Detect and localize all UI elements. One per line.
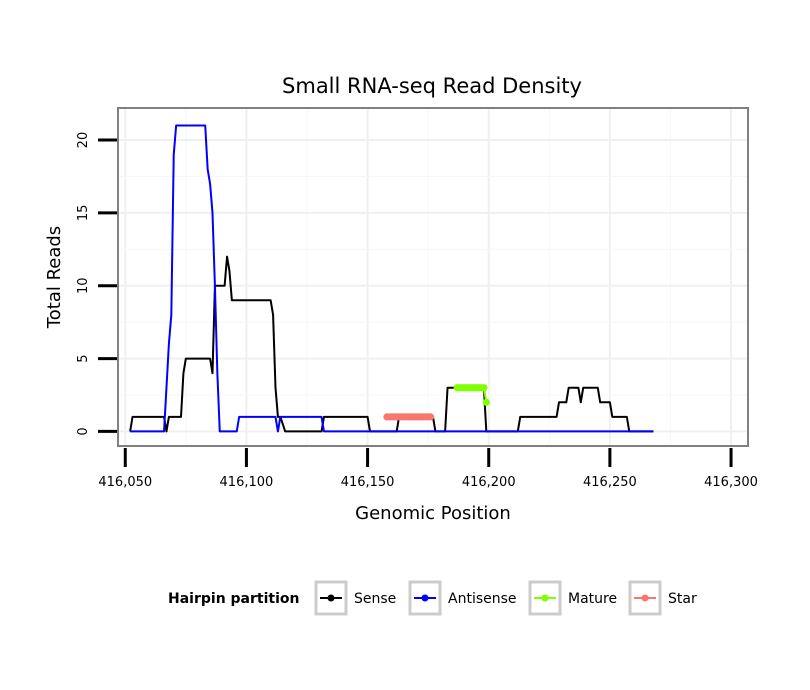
star-point bbox=[426, 413, 435, 421]
x-axis: 416,050 416,100 416,150 416,200 416,250 416,3… bbox=[98, 448, 758, 490]
legend-label-mature: Mature bbox=[568, 591, 617, 607]
mature-point bbox=[480, 384, 488, 392]
x-tick-label: 416,200 bbox=[462, 475, 516, 490]
x-tick-label: 416,250 bbox=[583, 475, 637, 490]
mature-point bbox=[482, 398, 490, 406]
x-tick-label: 416,050 bbox=[98, 475, 152, 490]
chart-title: Small RNA-seq Read Density bbox=[282, 74, 582, 98]
y-tick-label: 5 bbox=[76, 354, 91, 362]
legend-key-point bbox=[541, 594, 549, 602]
series-layer bbox=[129, 124, 654, 433]
y-tick-label: 10 bbox=[76, 277, 91, 294]
plot-background bbox=[118, 108, 748, 446]
x-tick-label: 416,300 bbox=[704, 475, 758, 490]
legend-key-point bbox=[327, 594, 335, 602]
legend-label-antisense: Antisense bbox=[448, 591, 517, 607]
antisense-line bbox=[130, 124, 654, 433]
x-tick-label: 416,150 bbox=[341, 475, 395, 490]
legend-key-point bbox=[641, 594, 649, 602]
legend: Hairpin partition Sense Antisense Mature St… bbox=[168, 580, 697, 616]
legend-title: Hairpin partition bbox=[168, 591, 299, 607]
y-tick-label: 20 bbox=[76, 132, 91, 149]
plot-border bbox=[117, 107, 749, 447]
y-tick-label: 0 bbox=[76, 427, 91, 435]
legend-key-point bbox=[421, 594, 429, 602]
plot-panel bbox=[117, 107, 749, 447]
grid-lines bbox=[118, 108, 748, 446]
y-axis-title: Total Reads bbox=[44, 226, 65, 329]
legend-label-star: Star bbox=[668, 591, 697, 607]
y-tick-label: 15 bbox=[76, 205, 91, 222]
y-axis: 0 5 10 15 20 bbox=[76, 132, 117, 436]
x-tick-label: 416,100 bbox=[220, 475, 274, 490]
legend-label-sense: Sense bbox=[354, 591, 396, 607]
x-axis-title: Genomic Position bbox=[355, 503, 511, 524]
